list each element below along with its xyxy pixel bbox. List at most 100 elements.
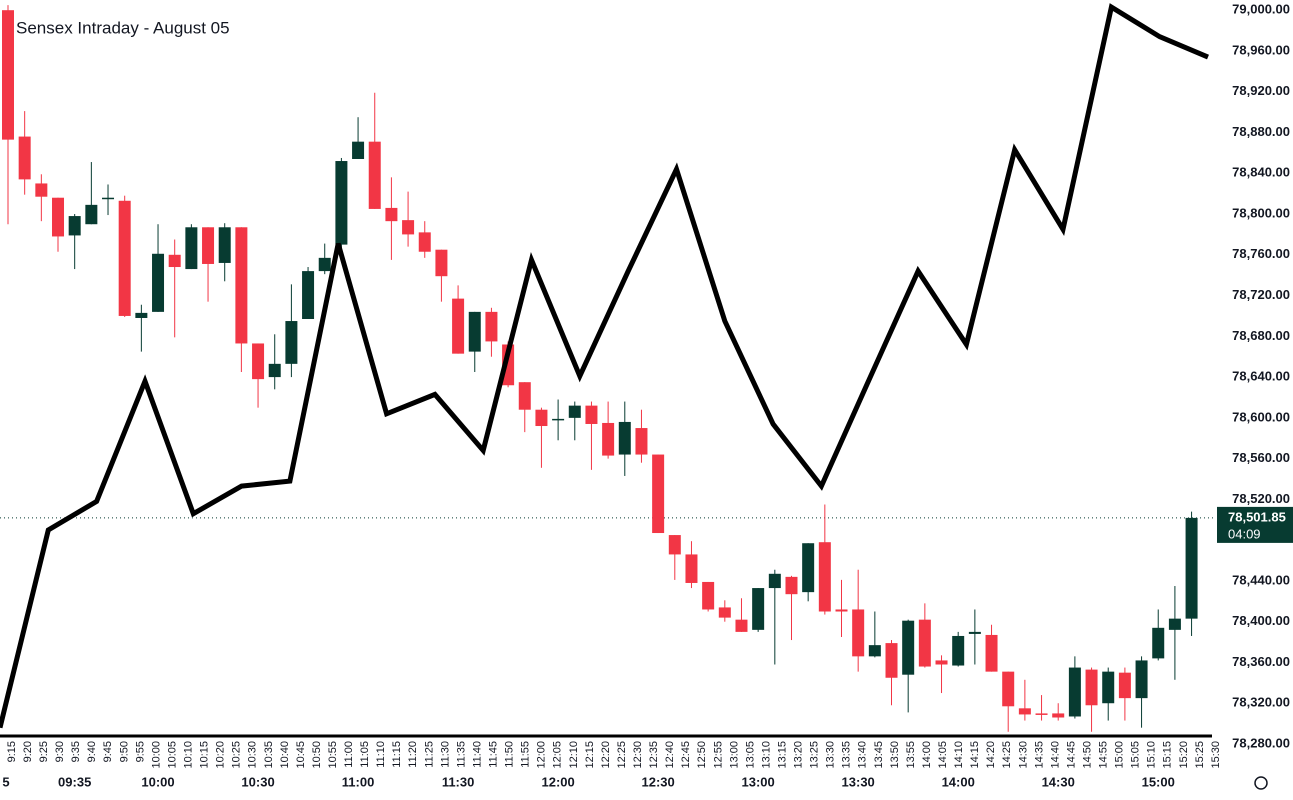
candle-body	[985, 634, 998, 672]
time-label: 14:00	[921, 741, 933, 769]
time-label: 11:05	[359, 741, 371, 768]
candle-body	[352, 141, 365, 159]
time-label: 10:15	[199, 741, 211, 769]
y-tick-label: 78,920.00	[1232, 83, 1290, 98]
time-label: 13:30	[825, 741, 837, 769]
candle-body	[68, 216, 81, 236]
time-label: 10:45	[295, 741, 307, 769]
candle-body	[318, 257, 331, 272]
y-tick-label: 78,680.00	[1232, 328, 1290, 343]
x-tick-label: 14:30	[1042, 774, 1075, 789]
candle-body	[2, 10, 14, 140]
time-label: 15:30	[1210, 741, 1222, 769]
time-label: 13:05	[744, 741, 756, 769]
x-tick-label: 11:30	[442, 774, 475, 789]
candle-body	[952, 635, 965, 666]
candle-body	[1185, 517, 1198, 619]
x-tick-label: 13:00	[742, 774, 775, 789]
y-tick-label: 78,400.00	[1232, 613, 1290, 628]
candle-body	[252, 343, 265, 380]
candle-body	[285, 321, 298, 364]
time-label: 14:50	[1081, 741, 1093, 769]
candle-body	[885, 643, 898, 678]
candle-body	[18, 136, 31, 180]
candle-body	[268, 363, 281, 378]
candle-body	[302, 271, 315, 320]
candle-body	[718, 607, 731, 618]
time-label: 13:25	[809, 741, 821, 769]
time-label: 9:45	[102, 741, 114, 762]
time-label: 15:05	[1130, 741, 1142, 769]
settings-icon[interactable]	[1254, 776, 1268, 790]
countdown: 04:09	[1228, 526, 1261, 541]
time-label: 10:25	[231, 741, 243, 769]
time-label: 14:10	[953, 741, 965, 769]
candle-body	[568, 405, 581, 418]
x-tick-label: 10:30	[241, 774, 274, 789]
time-label: 12:55	[712, 741, 724, 769]
y-tick-label: 78,560.00	[1232, 450, 1290, 465]
time-label: 11:50	[504, 741, 516, 768]
candle-body	[918, 619, 931, 667]
x-tick-label: 09:35	[58, 774, 91, 789]
candle-body	[652, 454, 665, 534]
y-tick-label: 78,760.00	[1232, 246, 1290, 261]
candle-body	[235, 227, 248, 344]
candle-body	[868, 645, 881, 657]
candle-body	[135, 312, 148, 318]
time-label: 15:00	[1114, 741, 1126, 769]
candle-body	[1102, 671, 1115, 704]
time-label: 13:20	[793, 741, 805, 769]
candle-body	[602, 422, 615, 456]
time-label: 14:40	[1049, 741, 1061, 769]
time-label: 11:35	[455, 741, 467, 768]
time-label: 14:05	[937, 741, 949, 769]
time-label: 9:55	[134, 741, 146, 762]
last-price-label: 78,501.85	[1228, 509, 1286, 524]
y-tick-label: 78,520.00	[1232, 491, 1290, 506]
candle-body	[1018, 708, 1031, 715]
time-label: 12:25	[616, 741, 628, 769]
candle-body	[1002, 671, 1015, 707]
x-tick-label: 11:00	[342, 774, 375, 789]
y-tick-label: 78,320.00	[1232, 695, 1290, 710]
candle-body	[535, 409, 548, 427]
y-tick-label: 78,720.00	[1232, 287, 1290, 302]
candle-body	[202, 227, 215, 264]
time-label: 15:10	[1146, 741, 1158, 769]
time-label: 11:25	[423, 741, 435, 768]
candle-body	[552, 418, 565, 421]
time-label: 15:20	[1178, 741, 1190, 769]
time-label: 14:15	[969, 741, 981, 769]
candle-body	[635, 428, 648, 455]
time-label: 11:15	[391, 741, 403, 768]
last-price-box	[1217, 506, 1293, 543]
chart-title: Sensex Intraday - August 05	[16, 18, 230, 37]
x-tick-label: 15:00	[1142, 774, 1175, 789]
candle-body	[368, 141, 381, 209]
candle-body	[452, 298, 465, 354]
time-label: 13:10	[760, 741, 772, 769]
time-label: 10:00	[150, 741, 162, 769]
candle-body	[1068, 667, 1081, 717]
time-label: 10:35	[263, 741, 275, 769]
candle-body	[468, 311, 481, 352]
candle-body	[668, 535, 681, 555]
time-label: 10:30	[247, 741, 259, 769]
time-label: 13:00	[728, 741, 740, 769]
candle-body	[52, 197, 65, 237]
time-label: 10:40	[279, 741, 291, 769]
time-label: 13:35	[841, 741, 853, 769]
y-tick-label: 78,840.00	[1232, 165, 1290, 180]
time-label: 13:40	[857, 741, 869, 769]
time-label: 14:25	[1001, 741, 1013, 769]
time-label: 12:20	[600, 741, 612, 769]
candle-body	[702, 581, 715, 610]
candle-body	[585, 405, 598, 424]
candle-body	[1152, 627, 1165, 659]
time-label: 11:00	[343, 741, 355, 768]
candle-body	[152, 253, 165, 312]
candle-body	[35, 183, 48, 197]
y-tick-label: 78,360.00	[1232, 654, 1290, 669]
